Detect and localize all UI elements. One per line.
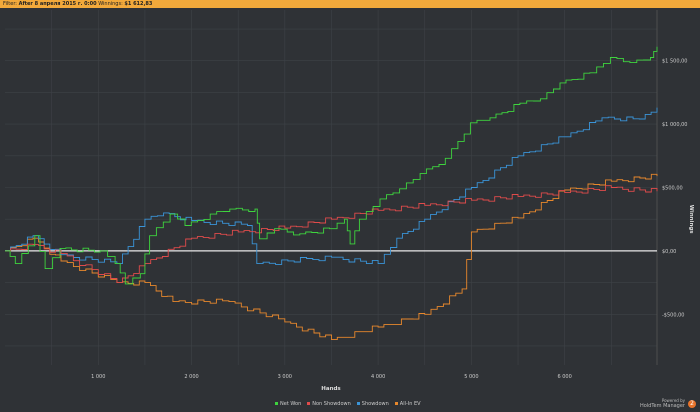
legend-swatch <box>394 402 398 405</box>
legend-item-net-won[interactable]: Net Won <box>275 401 301 407</box>
legend-label: Showdown <box>361 401 389 407</box>
filter-label: Filter: <box>3 1 17 7</box>
winnings-value: $1 612,83 <box>124 1 153 7</box>
x-tick-label: 3 000 <box>278 374 292 380</box>
legend-swatch <box>356 402 360 405</box>
filter-bar: Filter: After 8 апреля 2015 г. 0:00 Winn… <box>0 0 700 8</box>
legend-label: All-In EV <box>399 401 421 407</box>
y-tick-label: $0,00 <box>662 249 676 255</box>
legend-item-showdown[interactable]: Showdown <box>356 401 389 407</box>
x-tick-label: 4 000 <box>371 374 385 380</box>
x-tick-label: 5 000 <box>464 374 478 380</box>
series-line-showdown <box>5 107 658 265</box>
legend: Net Won Non Showdown Showdown All-In EV <box>275 401 421 407</box>
brand-logo-icon: 2 <box>688 399 696 408</box>
x-tick-label: 6 000 <box>557 374 571 380</box>
x-tick-label: 2 000 <box>184 374 198 380</box>
legend-label: Non Showdown <box>312 401 351 407</box>
series-line-non-showdown <box>5 185 658 284</box>
legend-swatch <box>307 402 311 405</box>
series-line-net-won <box>5 46 658 285</box>
legend-label: Net Won <box>280 401 302 407</box>
branding: Powered by HoldTem Manager 2 <box>640 398 696 409</box>
y-tick-label: $1 500,00 <box>662 59 687 65</box>
y-tick-label: $1 000,00 <box>662 122 687 128</box>
winnings-chart: 1 000 2 000 3 000 4 000 5 000 6 000 -$500,00 $0… <box>5 10 694 392</box>
winnings-label: Winnings: <box>98 1 123 7</box>
y-tick-label: -$500,00 <box>662 312 684 318</box>
x-axis-label: Hands <box>321 386 341 392</box>
y-axis-label: Winnings <box>688 205 694 235</box>
y-tick-label: $500,00 <box>662 186 683 192</box>
x-tick-label: 1 000 <box>91 374 105 380</box>
powered-by: Powered by <box>661 398 685 403</box>
legend-swatch <box>275 402 278 405</box>
filter-value: After 8 апреля 2015 г. 0:00 <box>18 1 97 7</box>
legend-item-non-showdown[interactable]: Non Showdown <box>307 401 351 407</box>
legend-item-all-in-ev[interactable]: All-In EV <box>394 401 421 407</box>
series-line-all-in-ev <box>5 173 658 341</box>
brand-name: HoldTem Manager <box>639 403 685 409</box>
